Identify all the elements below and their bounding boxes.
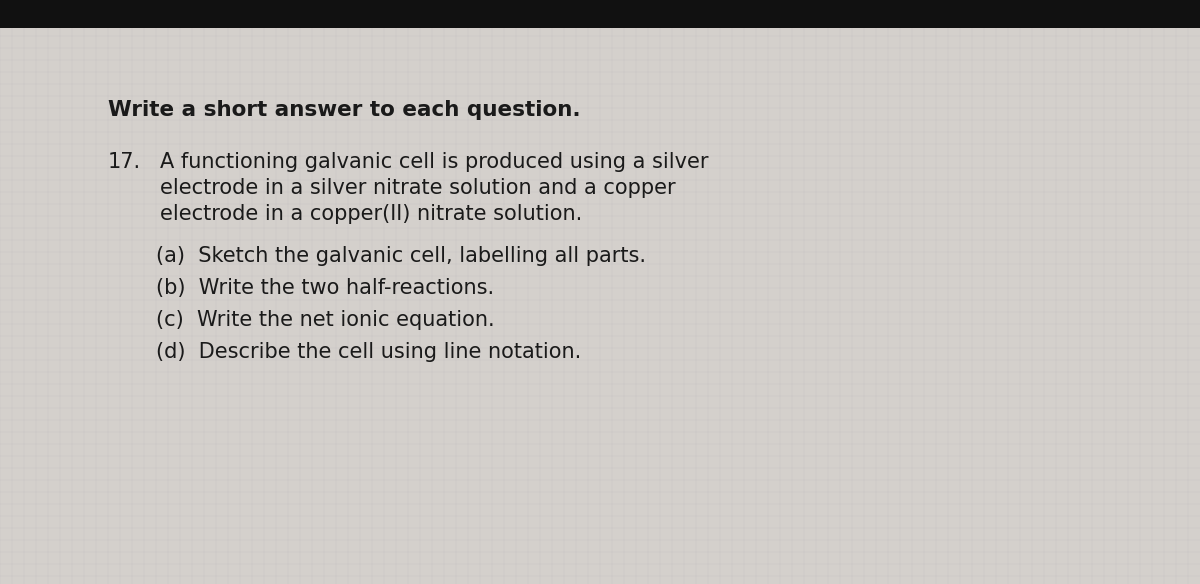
Text: A functioning galvanic cell is produced using a silver: A functioning galvanic cell is produced … bbox=[160, 152, 708, 172]
Text: (b)  Write the two half-reactions.: (b) Write the two half-reactions. bbox=[156, 278, 494, 298]
Text: 17.: 17. bbox=[108, 152, 142, 172]
Text: electrode in a copper(II) nitrate solution.: electrode in a copper(II) nitrate soluti… bbox=[160, 204, 582, 224]
Text: (c)  Write the net ionic equation.: (c) Write the net ionic equation. bbox=[156, 310, 494, 330]
Text: (d)  Describe the cell using line notation.: (d) Describe the cell using line notatio… bbox=[156, 342, 581, 362]
Text: (a)  Sketch the galvanic cell, labelling all parts.: (a) Sketch the galvanic cell, labelling … bbox=[156, 246, 646, 266]
Text: electrode in a silver nitrate solution and a copper: electrode in a silver nitrate solution a… bbox=[160, 178, 676, 198]
Text: Write a short answer to each question.: Write a short answer to each question. bbox=[108, 100, 581, 120]
Bar bbox=[0, 0, 1200, 28]
